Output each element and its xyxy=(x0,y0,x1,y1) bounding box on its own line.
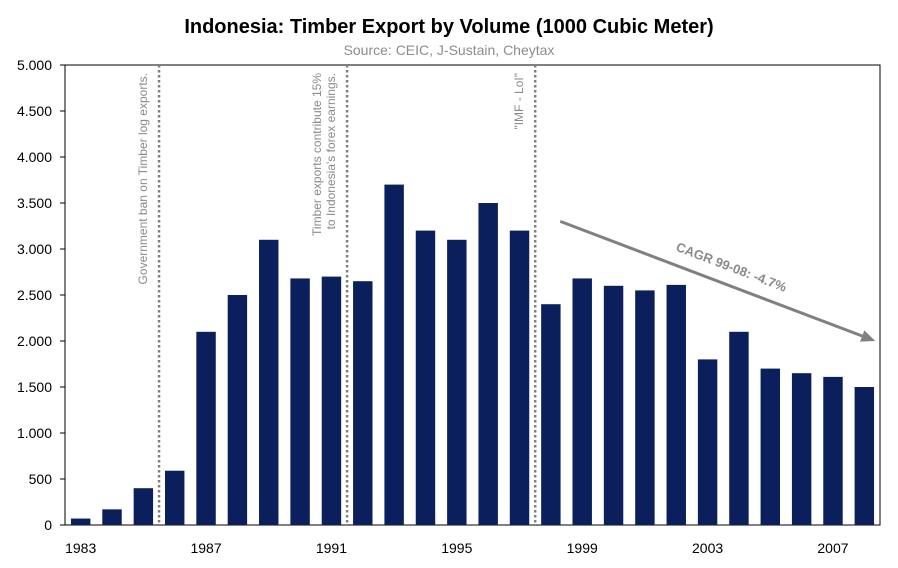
x-tick-label: 1995 xyxy=(441,540,472,556)
bar-2003 xyxy=(697,359,718,525)
bar-2004 xyxy=(729,331,749,525)
bar-2002 xyxy=(666,284,686,525)
y-tick-label: 3.000 xyxy=(17,241,52,257)
bar-1986 xyxy=(164,470,185,525)
bar-1996 xyxy=(478,203,498,525)
x-tick-label: 1983 xyxy=(65,540,96,556)
x-tick-label: 1987 xyxy=(190,540,221,556)
bar-1985 xyxy=(133,488,154,525)
y-tick-label: 2.500 xyxy=(17,287,52,303)
bar-2001 xyxy=(635,290,655,525)
bar-1990 xyxy=(290,278,310,525)
bar-1998 xyxy=(541,304,561,525)
bar-1991 xyxy=(321,276,342,525)
trend-arrow-line xyxy=(559,219,863,338)
trend-arrow-head xyxy=(860,330,876,342)
y-tick-label: 4.000 xyxy=(17,149,52,165)
bar-1995 xyxy=(447,239,467,526)
x-tick-label: 1991 xyxy=(316,540,347,556)
bar-2007 xyxy=(823,376,843,525)
bar-2006 xyxy=(791,373,812,525)
chart-subtitle: Source: CEIC, J-Sustain, Cheytax xyxy=(344,42,555,58)
bar-1997 xyxy=(509,230,530,525)
chart-title: Indonesia: Timber Export by Volume (1000… xyxy=(184,16,713,38)
bar-1999 xyxy=(572,278,592,525)
bar-1983 xyxy=(70,518,91,525)
bar-1988 xyxy=(227,295,248,525)
event-note: Government ban on Timber log exports. xyxy=(136,73,150,284)
y-tick-label: 500 xyxy=(29,471,53,487)
event-note: "IMF - LoI" xyxy=(512,73,526,130)
y-tick-label: 1.000 xyxy=(17,425,52,441)
event-note: to Indonesia's forex earnings. xyxy=(324,73,338,229)
y-tick-label: 5.000 xyxy=(17,57,52,73)
bar-1989 xyxy=(259,239,279,526)
plot-area: 0 500 1.000 1.500 2.000 2.500 3.000 3.500 4.000 4… xyxy=(17,57,881,556)
x-tick-label: 2003 xyxy=(692,540,723,556)
bar-2005 xyxy=(760,368,781,525)
y-tick-label: 3.500 xyxy=(17,195,52,211)
y-tick-label: 1.500 xyxy=(17,379,52,395)
bar-2008 xyxy=(854,387,875,525)
x-tick-label: 2007 xyxy=(817,540,848,556)
bar-1993 xyxy=(384,184,404,525)
bar-1994 xyxy=(415,230,436,525)
bar-1992 xyxy=(353,281,373,525)
y-tick-label: 2.000 xyxy=(17,333,52,349)
bar-2000 xyxy=(603,285,624,525)
y-tick-label: 0 xyxy=(44,517,52,533)
x-tick-label: 1999 xyxy=(567,540,598,556)
bar-1987 xyxy=(196,331,216,525)
bar-1984 xyxy=(102,509,122,525)
y-tick-label: 4.500 xyxy=(17,103,52,119)
event-note: Timber exports contribute 15% xyxy=(310,73,324,236)
